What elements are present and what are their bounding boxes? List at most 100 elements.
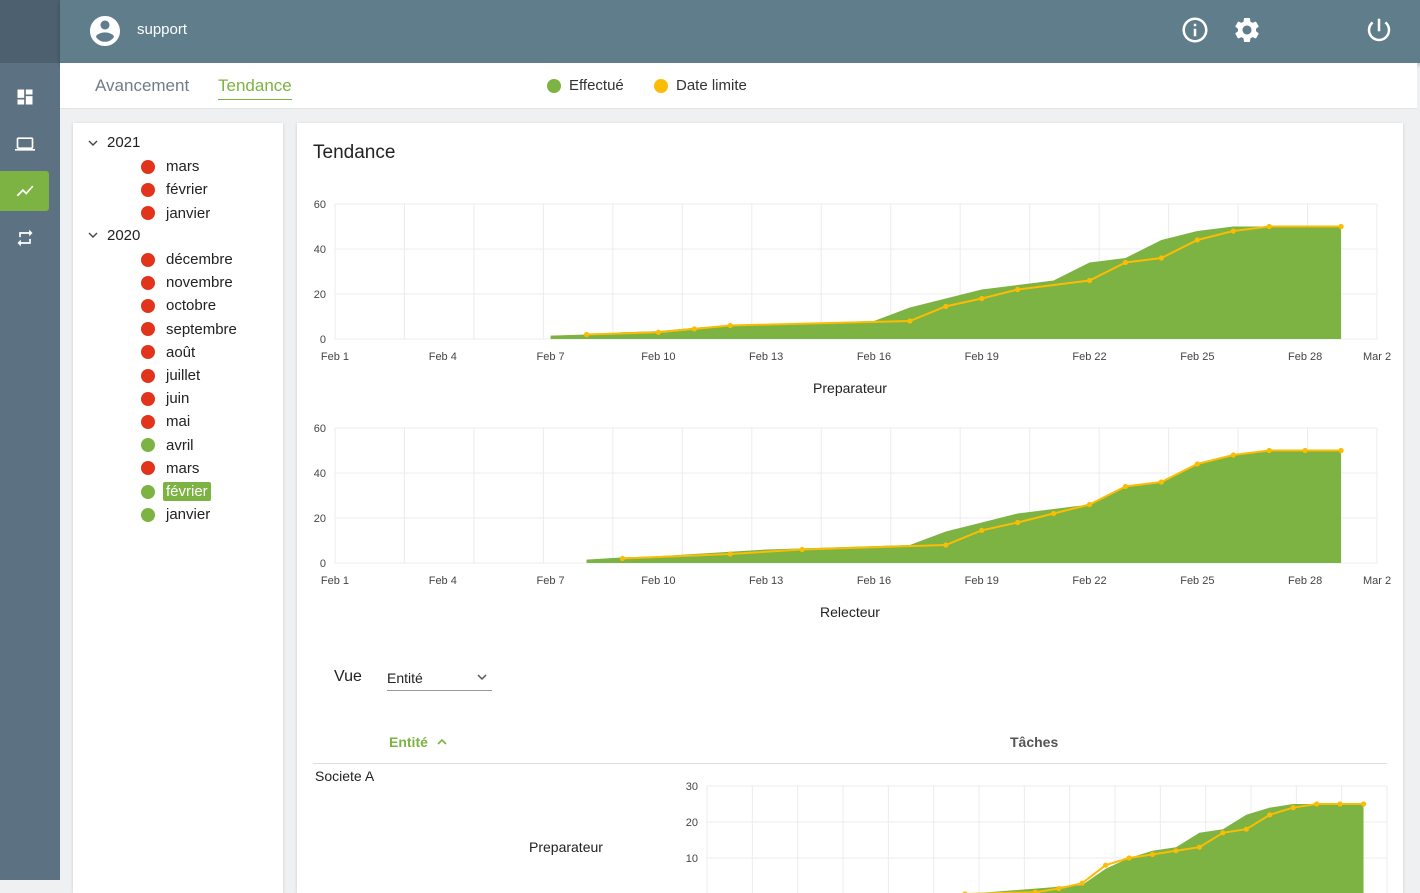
tree-month-label: mars	[166, 158, 200, 176]
data-point-date-limite	[1220, 830, 1226, 836]
x-tick-label: Feb 22	[1072, 575, 1106, 585]
data-point-date-limite	[1337, 801, 1343, 807]
legend-date-limite: Date limite	[654, 77, 747, 94]
chart-caption-relecteur: Relecteur	[820, 604, 880, 620]
tree-month-item[interactable]: janvier	[141, 204, 213, 223]
x-tick-label: Feb 10	[641, 575, 675, 585]
tree-month-item[interactable]: janvier	[141, 505, 213, 524]
laptop-icon	[14, 137, 35, 151]
data-point-date-limite	[1338, 223, 1344, 230]
sidebar-item-trend[interactable]	[0, 171, 49, 211]
y-tick-label: 30	[686, 781, 698, 793]
vue-select[interactable]: Entité	[387, 666, 492, 691]
legend-dot-date-limite	[654, 78, 668, 93]
status-dot	[141, 252, 155, 267]
status-dot	[141, 391, 155, 406]
tree-month-item[interactable]: décembre	[141, 250, 236, 269]
tree-month-item[interactable]: septembre	[141, 320, 240, 339]
vue-select-value: Entité	[387, 670, 423, 686]
tab-avancement[interactable]: Avancement	[95, 76, 190, 95]
tree-month-label: mai	[166, 413, 191, 431]
data-point-date-limite	[1338, 447, 1344, 454]
chevron-down-icon	[88, 140, 98, 146]
y-tick-label: 40	[314, 468, 326, 480]
sidebar-item-dashboard[interactable]	[0, 77, 49, 117]
y-tick-label: 10	[686, 853, 698, 865]
chart-caption-preparateur: Preparateur	[813, 380, 887, 396]
status-dot	[141, 322, 155, 337]
sidebar	[0, 0, 60, 880]
x-tick-label: Mar 2	[1363, 351, 1391, 361]
x-tick-label: Feb 25	[1180, 575, 1214, 585]
chart-societe-a-preparateur: 10 20 30	[686, 781, 1388, 893]
tree-month-item[interactable]: mai	[141, 412, 193, 431]
column-header-entite[interactable]: Entité	[389, 734, 448, 750]
data-point-date-limite	[979, 527, 985, 533]
data-point-date-limite	[1122, 483, 1129, 490]
tree-month-item[interactable]: juillet	[141, 366, 203, 385]
main-panel: Tendance 0 20 40 60 Feb 1 Feb 4 Feb 7 Feb 10 Feb…	[297, 123, 1403, 893]
legend-effectue: Effectué	[547, 77, 624, 94]
data-point-date-limite	[1230, 452, 1236, 458]
table-header-divider	[313, 763, 1387, 764]
y-tick-label: 40	[314, 244, 326, 256]
table-cell-role: Preparateur	[529, 839, 603, 855]
tree-month-item[interactable]: août	[141, 343, 198, 362]
x-tick-label: Feb 16	[857, 351, 891, 361]
tree-month-item[interactable]: mars	[141, 459, 202, 478]
tree-month-item[interactable]: février	[141, 180, 211, 199]
x-tick-label: Mar 2	[1363, 575, 1391, 585]
y-tick-label: 0	[320, 334, 326, 346]
chart-preparateur: 0 20 40 60 Feb 1 Feb 4 Feb 7 Feb 10 Feb 13 Feb 16…	[314, 199, 1391, 361]
account-icon[interactable]	[87, 13, 123, 49]
status-dot	[141, 159, 155, 174]
chart-relecteur: 0 20 40 60 Feb 1 Feb 4 Feb 7 Feb 10 Feb 13 Feb 16…	[314, 423, 1391, 585]
status-dot	[141, 206, 155, 221]
data-point-date-limite	[1267, 812, 1273, 818]
tree-month-item[interactable]: juin	[141, 389, 192, 408]
power-icon	[1367, 18, 1391, 42]
data-point-date-limite	[1103, 862, 1109, 868]
data-point-date-limite	[1266, 223, 1272, 230]
status-dot	[141, 275, 155, 290]
logout-button[interactable]	[1364, 15, 1394, 45]
tree-month-item[interactable]: novembre	[141, 273, 236, 292]
tree-month-item[interactable]: octobre	[141, 296, 219, 315]
status-dot	[141, 484, 155, 499]
tab-bar: Avancement Tendance Effectué Date limite	[60, 63, 1417, 109]
x-tick-label: Feb 28	[1288, 351, 1322, 361]
data-point-date-limite	[1122, 259, 1129, 266]
info-button[interactable]	[1180, 15, 1210, 45]
tree-month-label: décembre	[166, 251, 233, 268]
settings-button[interactable]	[1232, 15, 1262, 45]
tree-month-item[interactable]: février	[141, 482, 211, 501]
data-point-date-limite	[1086, 501, 1093, 508]
info-icon	[1182, 17, 1208, 43]
tree-month-label: janvier	[166, 506, 211, 524]
data-point-date-limite	[1360, 801, 1367, 807]
tab-tendance[interactable]: Tendance	[218, 76, 292, 100]
settings-icon	[1235, 17, 1259, 42]
sidebar-item-devices[interactable]	[0, 124, 49, 164]
x-tick-label: Feb 1	[321, 351, 349, 361]
tree-month-label: novembre	[166, 274, 233, 292]
data-point-date-limite	[727, 322, 733, 329]
tree-month-label: février	[166, 181, 208, 199]
status-dot	[141, 438, 155, 453]
data-point-date-limite	[979, 295, 985, 302]
y-tick-label: 20	[686, 817, 698, 829]
data-point-date-limite	[1015, 519, 1021, 526]
tree-year-2021[interactable]: 2021	[87, 134, 140, 151]
series-area-effectue	[586, 450, 1342, 563]
column-header-entite-label: Entité	[389, 734, 428, 750]
status-dot	[141, 345, 155, 360]
data-point-date-limite	[1194, 461, 1200, 467]
tree-year-2020[interactable]: 2020	[87, 227, 140, 244]
x-tick-label: Feb 13	[749, 351, 783, 361]
tree-month-item[interactable]: mars	[141, 157, 202, 176]
sidebar-item-repeat[interactable]	[0, 218, 49, 258]
vue-label: Vue	[334, 668, 362, 685]
tree-month-item[interactable]: avril	[141, 436, 197, 455]
top-header: support	[60, 0, 1420, 63]
data-point-date-limite	[1149, 851, 1156, 857]
